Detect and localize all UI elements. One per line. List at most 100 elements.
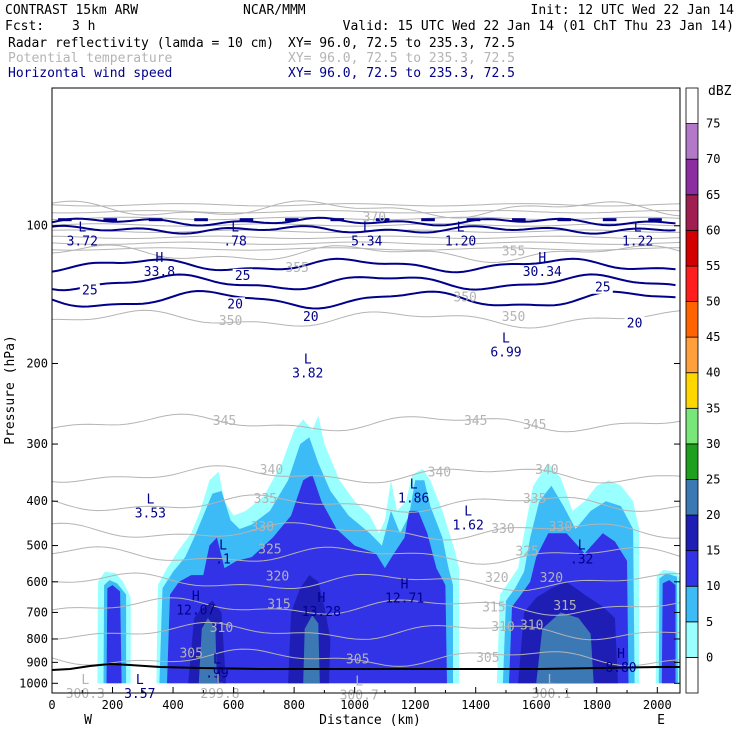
hl-letter-23: L: [547, 673, 555, 688]
hl-letter-3: L: [363, 221, 371, 236]
wind-contour-layer: [52, 216, 676, 310]
hl-letter-18: H: [617, 647, 625, 662]
y-tick-label-1000: 1000: [19, 676, 48, 690]
theta-label-9: 320: [266, 569, 289, 584]
theta-label-23: 345: [464, 414, 487, 429]
theta-line-upper-7: [52, 247, 680, 251]
colorbar-box-12: [685, 229, 699, 267]
colorbar-box-6: [685, 443, 699, 480]
colorbar-box-11: [685, 265, 699, 302]
theta-label-13: 325: [515, 544, 538, 559]
y-tick-label-800: 800: [26, 632, 48, 646]
hl-letter-22: L: [355, 675, 363, 690]
y-axis-title: Pressure (hPa): [3, 335, 18, 445]
theta-label-10: 320: [485, 571, 508, 586]
field-name-theta: Potential temperature: [8, 51, 173, 66]
forecast-label: Fcst:: [5, 19, 44, 34]
wind-label-bg-1: [232, 268, 253, 282]
theta-label-14: 330: [251, 520, 274, 535]
hl-value-9: 3.53: [135, 507, 166, 522]
forecast-hour: 3 h: [72, 19, 95, 34]
theta-line-335: [52, 494, 680, 513]
theta-line-315: [52, 597, 680, 616]
hl-value-23: 300.1: [532, 687, 571, 702]
colorbar-box-3: [685, 550, 699, 587]
hl-value-19: 3.57: [124, 687, 155, 702]
hl-letter-0: L: [78, 221, 86, 236]
colorbar-label-30: 30: [706, 437, 720, 451]
field-xy-wind: XY= 96.0, 72.5 to 235.3, 72.5: [288, 66, 515, 81]
isotach-25-lower: [52, 273, 676, 292]
colorbar-label-25: 25: [706, 472, 720, 486]
hl-letter-8: L: [502, 332, 510, 347]
theta-line-350: [52, 309, 680, 329]
colorbar-box-4: [685, 514, 699, 552]
hl-letter-11: L: [464, 505, 472, 520]
colorbar-box-13: [685, 194, 699, 231]
colorbar-label-5: 5: [706, 615, 713, 629]
hl-value-0: 3.72: [67, 235, 98, 250]
hl-value-16: 13.28: [302, 605, 341, 620]
theta-label-28: 355: [285, 261, 308, 276]
hl-letter-12: L: [219, 538, 227, 553]
hl-letter-16: H: [317, 591, 325, 606]
theta-label-21: 340: [535, 463, 558, 478]
y-tick-label-600: 600: [26, 575, 48, 589]
hl-value-2: .78: [223, 235, 246, 250]
axes-layer: 0 200 400 600 800 1000 1200 1400 1600 1800 2000 100…: [19, 219, 680, 712]
hl-value-7: 3.82: [292, 366, 323, 381]
theta-line-upper-0: [52, 203, 680, 207]
hl-value-5: 30.34: [523, 265, 562, 280]
x-tick-label-1800: 1800: [582, 698, 611, 712]
theta-label-25: 350: [453, 291, 476, 306]
hl-value-8: 6.99: [490, 346, 521, 361]
colorbar: 0 5 10 15 20 25 30 35 40 45 50 55 60 65 70 75: [685, 87, 720, 694]
reflectivity-region-8: [106, 585, 122, 684]
theta-line-upper-1: [52, 209, 680, 214]
colorbar-label-75: 75: [706, 117, 720, 131]
colorbar-unit: dBZ: [708, 84, 732, 99]
hl-letter-2: L: [231, 221, 239, 236]
hl-letter-5: H: [538, 251, 546, 266]
theta-line-370: [52, 200, 680, 219]
hl-letter-4: L: [457, 221, 465, 236]
isotach-20-upper: [52, 224, 676, 235]
y-tick-label-700: 700: [26, 605, 48, 619]
theta-label-11: 320: [540, 571, 563, 586]
hl-value-12: .1: [215, 552, 231, 567]
hl-value-1: 33.8: [144, 265, 175, 280]
theta-line-325: [52, 546, 680, 565]
theta-label-15: 330: [491, 522, 514, 537]
theta-contour-layer: [52, 200, 680, 667]
theta-label-27: 350: [219, 314, 242, 329]
hl-letter-10: L: [410, 477, 418, 492]
isotach-30: [52, 257, 676, 274]
init-time: Init: 12 UTC Wed 22 Jan 14: [531, 3, 735, 18]
theta-label-6: 315: [267, 598, 290, 613]
hl-value-3: 5.34: [351, 235, 382, 250]
x-tick-label-1200: 1200: [401, 698, 430, 712]
hl-value-13: .32: [570, 552, 593, 567]
hl-letter-15: H: [192, 590, 200, 605]
x-axis-title: Distance (km): [319, 713, 421, 728]
colorbar-label-15: 15: [706, 544, 720, 558]
theta-label-17: 335: [254, 492, 277, 507]
colorbar-label-0: 0: [706, 650, 713, 664]
theta-line-340: [52, 465, 680, 484]
colorbar-label-20: 20: [706, 508, 720, 522]
x-tick-label-2000: 2000: [643, 698, 672, 712]
theta-label-2: 305: [476, 651, 499, 666]
theta-label-22: 345: [213, 414, 236, 429]
colorbar-label-60: 60: [706, 223, 720, 237]
hl-letter-21: L: [216, 673, 224, 688]
wind-label-bg-2: [592, 280, 613, 294]
wind-label-0: 25: [82, 284, 98, 299]
theta-label-26: 350: [502, 310, 525, 325]
field-xy-theta: XY= 96.0, 72.5 to 235.3, 72.5: [288, 51, 515, 66]
wind-label-bg-5: [624, 316, 645, 330]
hl-letter-1: H: [156, 251, 164, 266]
y-tick-label-900: 900: [26, 655, 48, 669]
hl-value-22: 300.7: [340, 689, 379, 704]
field-name-reflectivity: Radar reflectivity (lamda = 10 cm): [8, 36, 274, 51]
theta-label-30: 355: [502, 245, 525, 260]
